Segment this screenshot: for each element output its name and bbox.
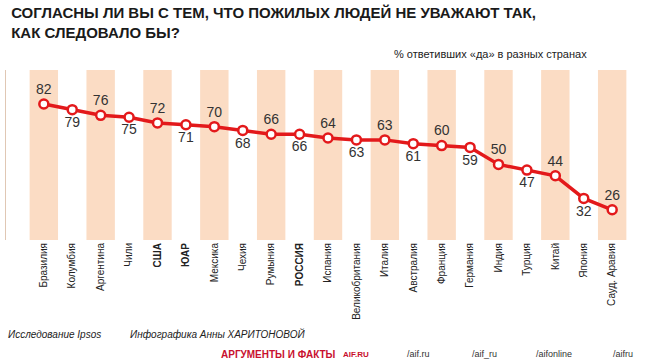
svg-text:Япония: Япония [578, 243, 589, 278]
svg-text:63: 63 [377, 117, 393, 133]
svg-text:Испания: Испания [322, 243, 333, 283]
svg-text:% ответивших «да» в разных стр: % ответивших «да» в разных странах [394, 48, 587, 60]
svg-text:СОГЛАСНЫ ЛИ ВЫ С ТЕМ, ЧТО ПОЖИ: СОГЛАСНЫ ЛИ ВЫ С ТЕМ, ЧТО ПОЖИЛЫХ ЛЮДЕЙ … [11, 4, 536, 41]
svg-text:Китай: Китай [550, 243, 561, 270]
svg-text:64: 64 [320, 115, 336, 131]
svg-text:Бразилия: Бразилия [38, 243, 49, 288]
svg-text:Инфографика Анны ХАРИТОНОВОЙ: Инфографика Анны ХАРИТОНОВОЙ [130, 328, 306, 340]
svg-text:ЮАР: ЮАР [180, 243, 191, 267]
svg-text:Индия: Индия [493, 243, 504, 273]
svg-text:82: 82 [36, 81, 52, 97]
svg-text:АРГУМЕНТЫ И ФАКТЫ: АРГУМЕНТЫ И ФАКТЫ [221, 349, 336, 360]
svg-text:Аргентина: Аргентина [95, 243, 106, 291]
svg-text:Германия: Германия [464, 243, 475, 288]
svg-text:Турция: Турция [521, 243, 532, 276]
svg-text:76: 76 [93, 92, 109, 108]
svg-text:59: 59 [462, 152, 478, 168]
svg-text:68: 68 [235, 135, 251, 151]
svg-text:26: 26 [604, 187, 620, 203]
svg-text:72: 72 [150, 100, 166, 116]
svg-text:63: 63 [349, 144, 365, 160]
svg-text:/aif.ru: /aif.ru [407, 349, 430, 359]
svg-text:66: 66 [263, 111, 279, 127]
svg-text:Австралия: Австралия [408, 243, 419, 292]
svg-text:Сауд. Аравия: Сауд. Аравия [606, 243, 617, 306]
svg-text:50: 50 [491, 141, 507, 157]
svg-text:75: 75 [121, 121, 137, 137]
svg-text:60: 60 [434, 122, 450, 138]
svg-text:/aifru: /aifru [613, 349, 633, 359]
svg-text:79: 79 [64, 114, 80, 130]
svg-text:Чехия: Чехия [237, 243, 248, 271]
svg-text:47: 47 [519, 174, 535, 190]
svg-text:61: 61 [405, 148, 421, 164]
svg-text:Великобритания: Великобритания [351, 243, 362, 320]
svg-text:Колумбия: Колумбия [66, 243, 77, 288]
svg-text:AIF.RU: AIF.RU [343, 350, 369, 359]
svg-text:Мексика: Мексика [209, 243, 220, 283]
svg-text:Румыния: Румыния [265, 243, 276, 285]
svg-text:Италия: Италия [379, 243, 390, 277]
svg-text:66: 66 [292, 138, 308, 154]
svg-text:70: 70 [207, 104, 223, 120]
svg-text:Чили: Чили [123, 243, 134, 267]
svg-text:32: 32 [576, 203, 592, 219]
svg-text:44: 44 [548, 153, 564, 169]
svg-text:/aifonline: /aifonline [536, 349, 572, 359]
svg-text:США: США [152, 243, 163, 268]
svg-text:71: 71 [178, 129, 194, 145]
svg-text:Исследование Ipsos: Исследование Ipsos [8, 329, 101, 340]
svg-text:РОССИЯ: РОССИЯ [294, 243, 305, 286]
svg-text:/aif_ru: /aif_ru [472, 349, 497, 359]
svg-text:Франция: Франция [436, 243, 447, 284]
